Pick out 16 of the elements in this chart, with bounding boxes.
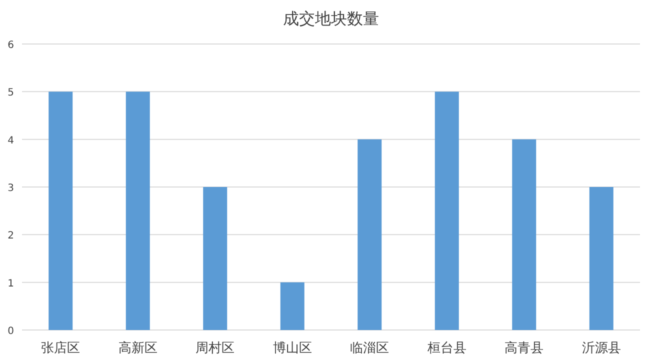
x-tick-label: 沂源县 [582,341,621,356]
y-tick-label: 6 [8,40,14,51]
y-tick-label: 5 [8,88,14,99]
x-tick-label: 桓台县 [426,341,466,356]
x-tick-label: 博山区 [272,341,312,356]
x-tick-label: 临淄区 [350,341,390,356]
x-tick-label: 张店区 [41,340,80,356]
y-tick-label: 0 [8,326,14,337]
chart-title: 成交地块数量 [283,9,379,28]
y-tick-label: 2 [8,230,14,242]
y-tick-label: 3 [8,183,14,194]
x-tick-label: 周村区 [196,341,235,356]
x-tick-label: 高青县 [504,340,544,356]
y-tick-label: 1 [8,278,14,290]
x-tick-label: 高新区 [118,340,158,356]
y-tick-label: 4 [8,135,14,146]
